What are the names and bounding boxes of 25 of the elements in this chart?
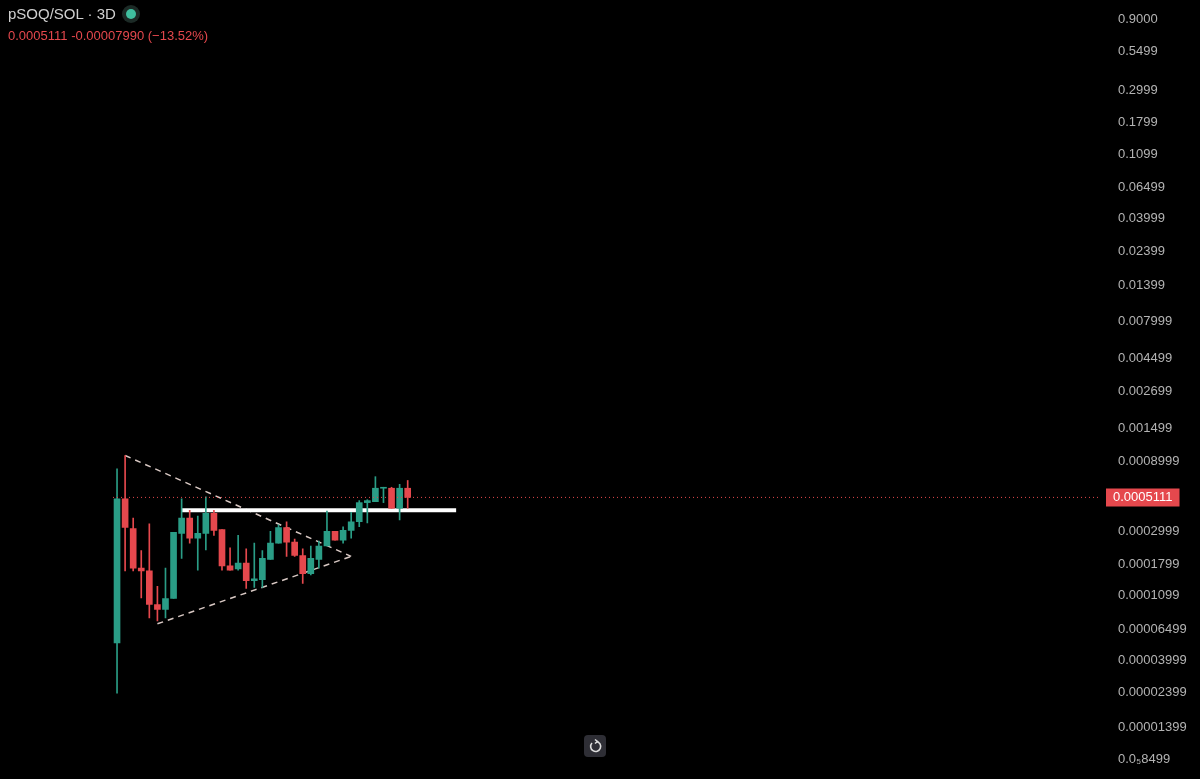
y-tick-label: 0.0₅8499 (1118, 750, 1171, 766)
y-tick-label: 0.0002999 (1118, 523, 1180, 539)
y-tick-label: 0.0008999 (1118, 452, 1180, 468)
y-tick-label: 0.0001799 (1118, 555, 1180, 571)
y-tick-label: 0.00002399 (1118, 684, 1187, 700)
chart-title: pSOQ/SOL · 3D (8, 5, 116, 22)
y-tick-label: 0.00006499 (1118, 620, 1187, 636)
y-tick-label: 0.1799 (1118, 114, 1158, 130)
y-tick-label: 0.5499 (1118, 42, 1158, 58)
y-tick-label: 0.007999 (1118, 313, 1173, 329)
y-tick-label: 0.004499 (1118, 349, 1173, 365)
y-tick-label: 0.0001099 (1118, 587, 1180, 603)
y-tick-label: 0.1099 (1118, 145, 1158, 161)
y-tick-label: 0.01399 (1118, 277, 1165, 293)
ref-line-label: 0.0005111 (1113, 488, 1173, 504)
y-tick-label: 0.06499 (1118, 179, 1165, 195)
y-tick-label: 0.002699 (1118, 382, 1173, 398)
text: 0.0005111 -0.00007990 (−13.52%) (8, 28, 209, 43)
y-tick-label: 0.001499 (1118, 420, 1173, 436)
y-tick-label: 0.00003999 (1118, 651, 1187, 667)
y-tick-label: 0.03999 (1118, 210, 1165, 226)
y-tick-label: 0.9000 (1118, 11, 1158, 27)
y-tick-label: 0.00001399 (1118, 718, 1187, 734)
y-tick-label: 0.2999 (1118, 81, 1158, 97)
y-tick-label: 0.02399 (1118, 243, 1165, 259)
